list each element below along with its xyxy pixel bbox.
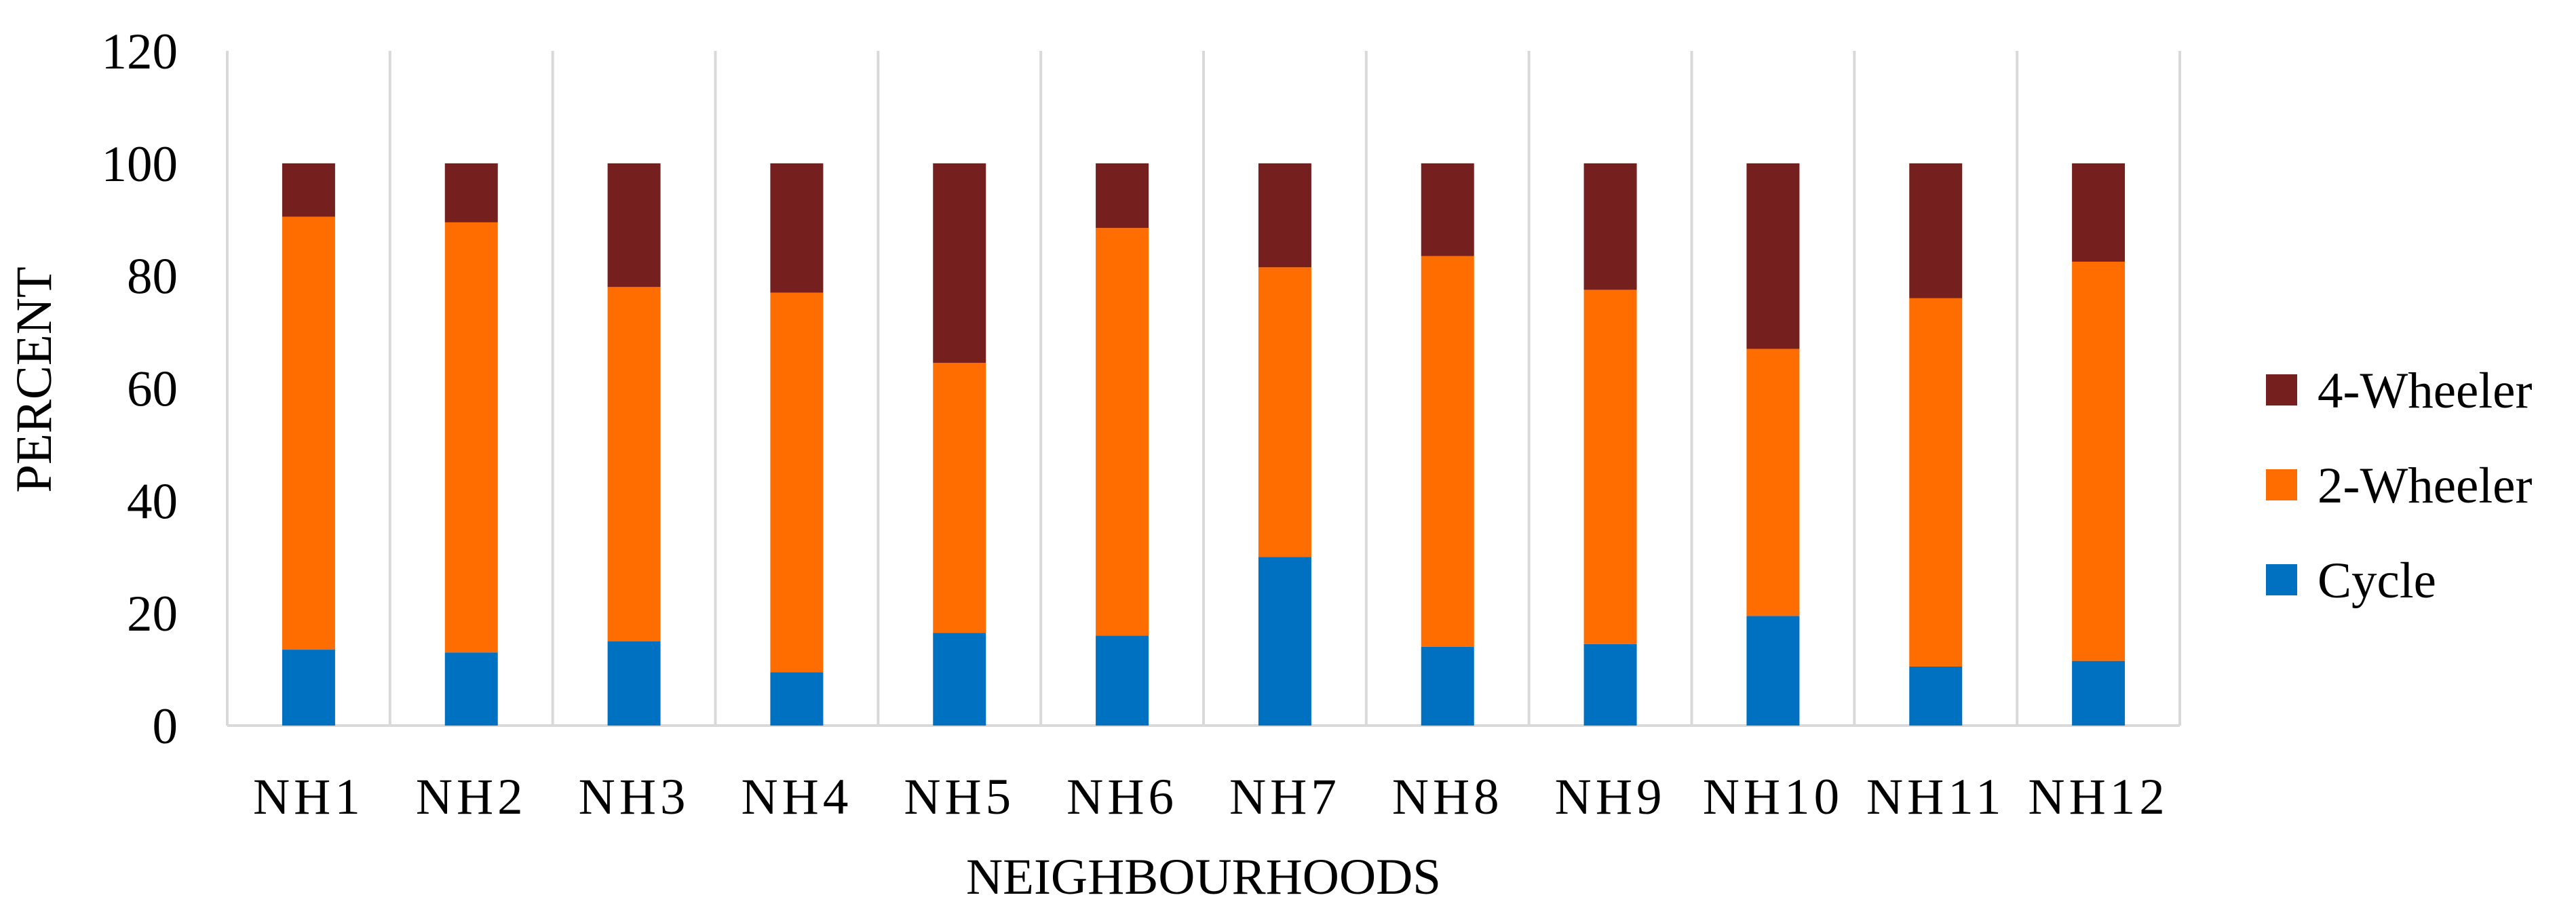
y-tick-label: 0 [153,698,178,755]
bar-segment-2-wheeler-nh2 [444,222,498,653]
bar-segment-cycle-nh12 [2072,660,2126,726]
y-tick-label: 20 [127,586,178,642]
x-tick-label: NH2 [416,769,527,825]
legend-swatch-cycle [2266,564,2297,595]
bar-segment-4-wheeler-nh11 [1909,163,1963,298]
y-tick-label: 120 [102,24,178,80]
grid-layer [226,51,2181,727]
legend-swatch-2-wheeler [2266,469,2297,500]
bar-segment-2-wheeler-nh7 [1258,267,1311,557]
bar-segment-cycle-nh8 [1421,646,1474,726]
bar-segment-4-wheeler-nh8 [1421,163,1474,256]
bar-segment-2-wheeler-nh8 [1421,256,1474,647]
x-tick-label: NH12 [2028,769,2168,825]
bar-segment-4-wheeler-nh12 [2072,163,2126,262]
legend-swatch-4-wheeler [2266,374,2297,405]
bar-segment-4-wheeler-nh1 [282,163,335,217]
bar-segment-cycle-nh11 [1909,666,1963,726]
bar-segment-cycle-nh10 [1746,616,1800,726]
legend-label-cycle: Cycle [2318,553,2436,609]
x-tick-label: NH5 [904,769,1015,825]
bar-layer [282,163,2126,726]
legend-label-4-wheeler: 4-Wheeler [2318,363,2532,419]
bar-segment-2-wheeler-nh3 [607,287,661,641]
x-tick-label: NH11 [1866,769,2005,825]
bar-segment-2-wheeler-nh11 [1909,298,1963,667]
bar-segment-2-wheeler-nh4 [770,292,824,673]
bar-segment-cycle-nh2 [444,652,498,726]
bar-segment-cycle-nh5 [933,633,986,726]
bar-segment-4-wheeler-nh7 [1258,163,1311,268]
legend: 4-Wheeler 2-Wheeler Cycle [2266,363,2532,609]
bar-segment-4-wheeler-nh10 [1746,163,1800,349]
y-tick-label: 60 [127,361,178,418]
x-tick-label: NH1 [253,769,364,825]
bar-segment-4-wheeler-nh9 [1583,163,1637,290]
bar-segment-2-wheeler-nh12 [2072,261,2126,661]
x-tick-label: NH10 [1703,769,1843,825]
y-tick-label: 40 [127,473,178,530]
x-tick-label: NH3 [579,769,690,825]
bar-segment-2-wheeler-nh10 [1746,349,1800,616]
x-tick-label: NH6 [1066,769,1178,825]
y-axis-title: PERCENT [6,266,62,492]
bar-segment-cycle-nh4 [770,672,824,726]
x-axis-title: NEIGHBOURHOODS [966,849,1441,905]
bar-segment-cycle-nh3 [607,641,661,726]
bar-segment-2-wheeler-nh6 [1096,228,1149,636]
x-tick-label: NH7 [1229,769,1341,825]
bar-segment-2-wheeler-nh5 [933,363,986,633]
axis-layer: 0 20 40 60 80 100 120 NH1 NH2 NH3 NH4 NH5 NH6 NH7 NH8 N… [102,24,2168,825]
bar-segment-4-wheeler-nh3 [607,163,661,288]
bar-segment-4-wheeler-nh6 [1096,163,1149,229]
y-tick-label: 100 [102,136,178,193]
bar-segment-cycle-nh6 [1096,635,1149,726]
y-tick-label: 80 [127,249,178,305]
x-tick-label: NH9 [1555,769,1666,825]
bar-segment-4-wheeler-nh4 [770,163,824,293]
bar-segment-4-wheeler-nh5 [933,163,986,363]
bar-segment-4-wheeler-nh2 [444,163,498,222]
bar-segment-2-wheeler-nh1 [282,216,335,650]
bar-segment-2-wheeler-nh9 [1583,290,1637,644]
legend-label-2-wheeler: 2-Wheeler [2318,458,2532,514]
bar-segment-cycle-nh1 [282,650,335,726]
x-tick-label: NH8 [1392,769,1503,825]
bar-segment-cycle-nh9 [1583,644,1637,726]
x-tick-label: NH4 [742,769,853,825]
bar-segment-cycle-nh7 [1258,557,1311,726]
